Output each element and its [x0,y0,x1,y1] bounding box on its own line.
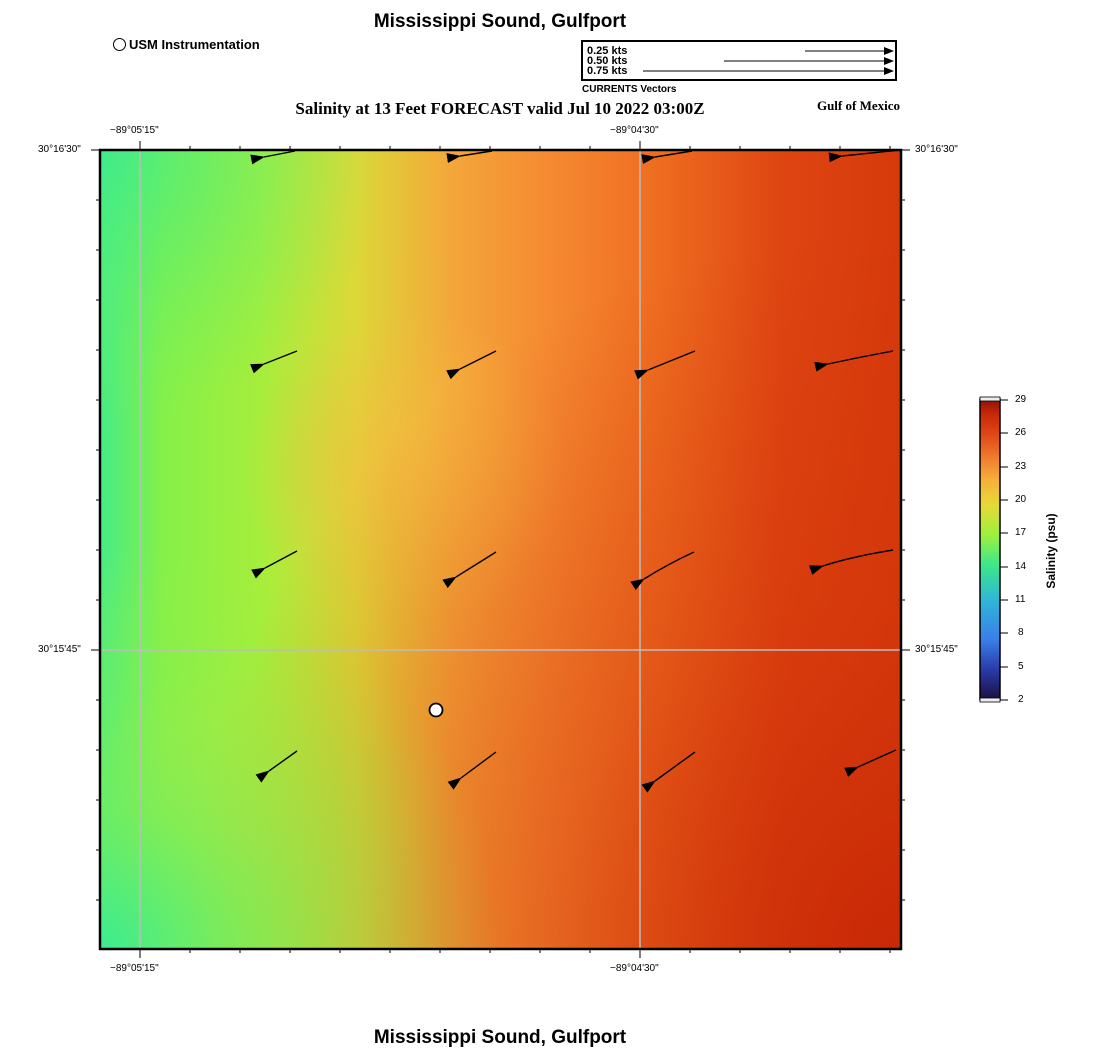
current-vector-v8 [814,350,894,372]
vector-legend-label-2: 0.50 kts [587,55,628,67]
station-marker-icon [113,38,126,51]
colorbar-label-17: 17 [1015,527,1027,538]
lat-label-left-1: 30°16'30" [38,144,81,155]
current-vector-v14 [447,751,497,790]
colorbar-label-26: 26 [1015,427,1027,438]
current-vector-v2 [446,150,493,163]
current-vector-v11 [630,551,695,591]
current-vector-v5 [250,350,298,374]
colorbar-title: Salinity (psu) [1044,513,1058,589]
current-vector-v6 [446,350,497,380]
station-legend-label: USM Instrumentation [129,37,260,52]
current-vector-v10 [442,551,497,589]
vector-legend-arrows [643,47,894,75]
vector-legend-label-1: 0.25 kts [587,45,628,57]
map-subtitle: Salinity at 13 Feet FORECAST valid Jul 1… [295,99,705,118]
current-vector-v16 [844,749,897,777]
colorbar-label-11: 11 [1015,594,1026,605]
lon-label-top-2: −89°04'30" [610,125,659,136]
colorbar-label-8: 8 [1018,627,1024,638]
station-legend: USM Instrumentation [113,37,260,52]
current-vector-v15 [641,751,696,793]
region-label: Gulf of Mexico [816,98,900,113]
current-vector-v4 [828,149,901,163]
current-vector-v7 [634,350,696,380]
colorbar-label-2: 2 [1018,694,1024,705]
vector-legend-title: CURRENTS Vectors [582,84,677,95]
colorbar-label-23: 23 [1015,461,1027,472]
lon-label-bottom-2: −89°04'30" [610,963,659,974]
current-vector-v1 [250,150,296,165]
colorbar-ticks [1000,399,1008,701]
vector-legend: 0.25 kts 0.50 kts 0.75 kts [581,40,897,81]
current-vector-v3 [641,150,693,165]
lat-label-right-1: 30°16'30" [915,144,958,155]
map-title-bottom: Mississippi Sound, Gulfport [373,1027,627,1048]
colorbar-label-5: 5 [1018,661,1024,672]
colorbar-gradient [979,398,1001,701]
colorbar-label-20: 20 [1015,494,1027,505]
current-vector-v13 [255,750,298,783]
lat-label-right-2: 30°15'45" [915,644,958,655]
lat-label-left-2: 30°15'45" [38,644,81,655]
vector-legend-label-3: 0.75 kts [587,65,628,77]
lon-label-bottom-1: −89°05'15" [110,963,159,974]
lon-label-top-1: −89°05'15" [110,125,159,136]
frame-ticks [91,141,910,958]
colorbar-label-14: 14 [1015,561,1027,572]
current-vector-v12 [809,549,894,575]
current-vector-v9 [251,550,298,579]
salinity-field [100,150,901,949]
colorbar-label-29: 29 [1015,394,1027,405]
current-vectors [250,149,901,793]
usm-station-marker [428,702,444,718]
map-title-top: Mississippi Sound, Gulfport [373,11,627,32]
